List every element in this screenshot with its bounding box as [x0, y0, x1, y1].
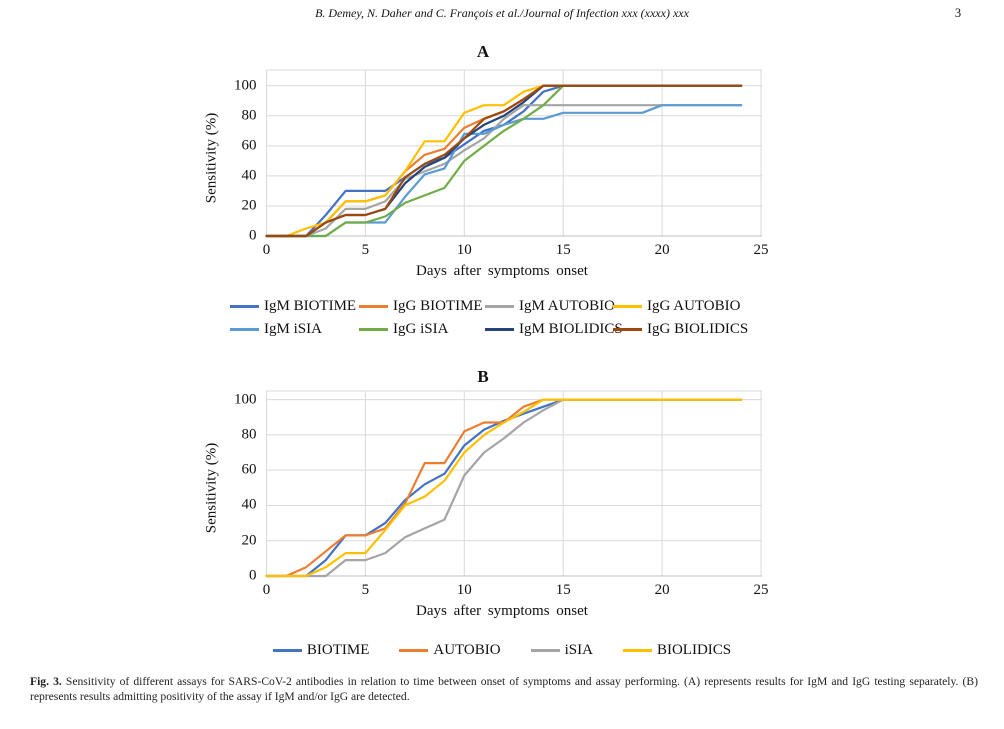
chart-a-ytick-40: 40	[241, 167, 257, 184]
legend-label-igm-biotime: IgM BIOTIME	[264, 298, 357, 314]
legend-label-igm-autobio: IgM AUTOBIO	[519, 298, 615, 314]
legend-swatch-igg-biotime	[359, 305, 388, 308]
chart-a-xtick-10: 10	[456, 242, 472, 258]
legend-item-igg-autobio: IgG AUTOBIO	[613, 298, 753, 315]
chart-b-xtick-25: 25	[753, 582, 769, 598]
series-line-biolidics	[265, 398, 743, 578]
legend-item-igg-biotime: IgG BIOTIME	[359, 298, 485, 315]
chart-a-legend: IgM BIOTIME IgG BIOTIME IgM AUTOBIO IgG AUT…	[230, 298, 753, 338]
chart-a-ytick-100: 100	[234, 77, 257, 94]
legend-label-igm-biolidics: IgM BIOLIDICS	[519, 321, 623, 337]
chart-a-xtick-5: 5	[361, 242, 370, 258]
figure-caption-label: Fig. 3.	[30, 675, 62, 688]
chart-b-ytick-60: 60	[241, 461, 257, 478]
chart-b-xtick-0: 0	[262, 582, 271, 598]
legend-label-autobio: AUTOBIO	[433, 642, 501, 658]
chart-b-xtick-20: 20	[654, 582, 670, 598]
legend-item-biotime: BIOTIME	[272, 642, 370, 659]
chart-a-title: A	[476, 42, 490, 61]
legend-item-igm-biotime: IgM BIOTIME	[230, 298, 359, 315]
chart-a-xtick-20: 20	[654, 242, 670, 258]
page-number: 3	[954, 6, 962, 20]
chart-b-xlabel: Days after symptoms onset	[416, 603, 588, 619]
legend-label-igg-biolidics: IgG BIOLIDICS	[647, 321, 749, 337]
series-line-isia	[265, 398, 743, 578]
legend-swatch-isia	[530, 649, 560, 652]
legend-swatch-igm-isia	[230, 328, 259, 331]
legend-label-isia: iSIA	[564, 642, 593, 658]
series-line-igg-biotime	[265, 84, 743, 238]
series-line-igg-autobio	[265, 84, 743, 238]
legend-swatch-igm-biotime	[230, 305, 259, 308]
legend-item-biolidics: BIOLIDICS	[622, 642, 732, 659]
legend-item-igm-isia: IgM iSIA	[230, 321, 359, 338]
series-line-autobio	[265, 398, 743, 578]
legend-swatch-igg-isia	[359, 328, 388, 331]
figure-caption-text: Sensitivity of different assays for SARS…	[30, 675, 979, 704]
legend-swatch-igg-biolidics	[613, 328, 642, 331]
running-head: B. Demey, N. Daher and C. François et al…	[315, 6, 689, 20]
series-line-igm-biotime	[265, 84, 743, 238]
legend-item-igm-autobio: IgM AUTOBIO	[485, 298, 615, 315]
series-line-igm-biolidics	[265, 84, 743, 238]
series-line-igg-isia	[265, 84, 743, 238]
chart-a-ylabel: Sensitivity (%)	[203, 112, 220, 204]
chart-b-ytick-0: 0	[249, 567, 257, 584]
chart-a-xtick-0: 0	[262, 242, 271, 258]
series-line-biotime	[265, 398, 743, 578]
chart-b-xtick-5: 5	[361, 582, 370, 598]
legend-item-igg-isia: IgG iSIA	[359, 321, 485, 338]
series-line-igg-biolidics	[265, 84, 743, 238]
chart-b-ylabel: Sensitivity (%)	[203, 442, 220, 534]
legend-item-isia: iSIA	[530, 642, 593, 659]
chart-b-ytick-40: 40	[241, 496, 257, 513]
legend-label-biotime: BIOTIME	[306, 642, 370, 658]
legend-swatch-igm-autobio	[485, 305, 514, 308]
legend-swatch-igg-autobio	[613, 305, 642, 308]
legend-item-igg-biolidics: IgG BIOLIDICS	[613, 321, 753, 338]
chart-b-xtick-15: 15	[555, 582, 571, 598]
chart-a-ytick-60: 60	[241, 137, 257, 154]
legend-swatch-biotime	[272, 649, 302, 652]
legend-label-igg-biotime: IgG BIOTIME	[393, 298, 483, 314]
chart-b-ytick-100: 100	[234, 391, 257, 408]
legend-item-igm-biolidics: IgM BIOLIDICS	[485, 321, 623, 338]
legend-swatch-autobio	[399, 649, 429, 652]
legend-swatch-igm-biolidics	[485, 328, 514, 331]
figure-caption: Fig. 3. Sensitivity of different assays …	[30, 674, 978, 705]
chart-b-ytick-20: 20	[241, 532, 257, 549]
legend-item-autobio: AUTOBIO	[399, 642, 501, 659]
chart-a-ytick-80: 80	[241, 107, 257, 124]
chart-a-ytick-20: 20	[241, 197, 257, 214]
chart-a-xtick-15: 15	[555, 242, 571, 258]
chart-a-xlabel: Days after symptoms onset	[416, 263, 588, 279]
chart-b-xtick-10: 10	[456, 582, 472, 598]
legend-label-igg-isia: IgG iSIA	[393, 321, 449, 337]
chart-a-ytick-0: 0	[249, 227, 257, 244]
legend-label-igm-isia: IgM iSIA	[264, 321, 322, 337]
legend-label-biolidics: BIOLIDICS	[656, 642, 732, 658]
chart-b-title: B	[477, 367, 489, 386]
chart-b-legend: BIOTIME AUTOBIO iSIA BIOLIDICS	[0, 642, 1004, 659]
legend-swatch-biolidics	[622, 649, 652, 652]
legend-label-igg-autobio: IgG AUTOBIO	[647, 298, 741, 314]
chart-a-xtick-25: 25	[753, 242, 769, 258]
chart-b-ytick-80: 80	[241, 426, 257, 443]
